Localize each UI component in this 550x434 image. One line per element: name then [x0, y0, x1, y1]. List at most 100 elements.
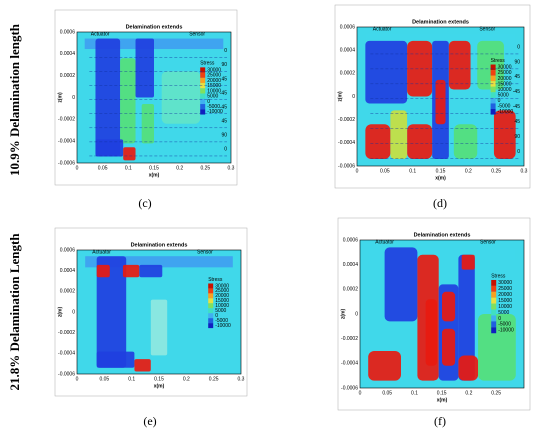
legend-swatch: [208, 318, 214, 324]
legend-swatch: [200, 98, 206, 105]
layer-label: 45: [514, 74, 520, 80]
legend-swatch: [208, 288, 214, 294]
legend-swatch: [200, 104, 206, 110]
contour-region: [141, 104, 154, 144]
sensor-label: Sensor: [197, 249, 213, 255]
contour-region: [442, 291, 456, 322]
actuator-label: Actuator: [91, 31, 110, 37]
z-tick-label: 0.0006: [340, 24, 356, 30]
z-axis-label: z(m): [57, 92, 63, 103]
legend-swatch: [200, 109, 206, 115]
legend-swatch: [208, 298, 214, 304]
z-tick-label: -0.0002: [58, 117, 75, 123]
z-tick-label: 0.0006: [60, 247, 76, 253]
z-tick-label: -0.0002: [341, 336, 358, 342]
legend-label: 25000: [498, 70, 512, 76]
legend-title: Stress: [208, 277, 223, 283]
legend-swatch: [490, 64, 496, 71]
legend-label: 15000: [215, 298, 229, 304]
contour-region: [493, 110, 516, 160]
z-tick-label: 0.0004: [60, 268, 76, 274]
layer-label: -45: [513, 89, 520, 95]
legend-swatch: [491, 315, 497, 322]
contour-region: [365, 124, 391, 160]
z-tick-label: 0.0006: [343, 237, 359, 243]
legend-swatch: [490, 109, 496, 115]
contour-region: [85, 256, 233, 268]
contour-region: [435, 79, 446, 125]
x-tick-label: 0.1: [409, 168, 416, 174]
panel-label: (e): [143, 414, 156, 428]
contour-region: [425, 299, 438, 366]
z-tick-label: -0.0006: [58, 371, 75, 377]
legend-label: 5000: [207, 94, 218, 100]
x-tick-label: 0.15: [154, 376, 164, 382]
contour-region: [95, 139, 124, 157]
layer-label: 45: [221, 76, 227, 82]
plot-border: [359, 239, 525, 389]
contour-region: [442, 328, 456, 366]
z-tick-label: -0.0002: [58, 330, 75, 336]
layer-label: 0: [517, 149, 520, 155]
contour-region: [122, 264, 140, 278]
z-tick-label: 0: [352, 94, 355, 100]
legend-swatch: [208, 293, 214, 299]
layer-label: -45: [220, 104, 227, 110]
legend-swatch: [490, 86, 496, 93]
legend-swatch: [208, 308, 214, 314]
x-tick-label: 0.05: [382, 390, 392, 396]
legend-label: 0: [498, 316, 501, 322]
legend-swatch: [490, 97, 496, 104]
legend-swatch: [208, 323, 214, 329]
legend-label: 0: [498, 98, 501, 104]
contour-region: [365, 40, 408, 104]
contour-region: [478, 314, 516, 381]
legend-label: -10000: [215, 323, 231, 329]
contour-region: [448, 40, 471, 90]
contour-region: [390, 110, 408, 160]
z-tick-label: 0.0002: [340, 71, 356, 77]
legend-title: Stress: [491, 58, 506, 64]
legend-label: -10000: [498, 328, 514, 334]
contour-region: [384, 247, 418, 322]
contour-region: [458, 355, 479, 381]
z-tick-label: -0.0006: [341, 385, 358, 391]
x-tick-label: 0.1: [125, 165, 132, 171]
legend-label: 0: [215, 313, 218, 319]
contour-region: [139, 264, 163, 278]
z-tick-label: 0: [355, 311, 358, 317]
legend-label: 25000: [207, 73, 221, 79]
x-tick-label: 0: [76, 376, 79, 382]
x-tick-label: 0.3: [228, 165, 235, 171]
contour-region: [96, 264, 110, 278]
legend-label: 5000: [215, 308, 226, 314]
sensor-label: Sensor: [479, 26, 495, 32]
layer-label: 0: [517, 44, 520, 50]
x-axis-label: x(m): [149, 172, 160, 178]
panel-label: (f): [434, 414, 446, 428]
contour-region: [161, 71, 201, 124]
legend-swatch: [491, 291, 497, 298]
legend-swatch: [491, 279, 497, 286]
legend-swatch: [208, 303, 214, 309]
z-tick-label: 0.0006: [60, 29, 76, 35]
z-tick-label: -0.0002: [338, 117, 355, 123]
z-tick-label: 0.0004: [340, 47, 356, 53]
legend-swatch: [491, 297, 497, 304]
legend-swatch: [490, 75, 496, 82]
z-axis-label: z(m): [337, 91, 343, 102]
legend-title: Stress: [200, 61, 215, 67]
layer-label: 45: [221, 119, 227, 125]
panel-label: (d): [433, 196, 447, 210]
contour-region: [458, 254, 475, 381]
panel: Delamination extends Actuator Sensor 0 0.05 0…: [334, 4, 531, 189]
x-axis-label: x(m): [435, 175, 446, 181]
x-tick-label: 0.2: [465, 390, 472, 396]
plot-border: [76, 31, 232, 164]
legend-swatch: [491, 303, 497, 310]
z-tick-label: 0.0004: [343, 262, 359, 268]
legend-swatch: [490, 103, 496, 110]
legend-label: -5000: [207, 104, 220, 110]
layer-label: 0: [224, 147, 227, 153]
